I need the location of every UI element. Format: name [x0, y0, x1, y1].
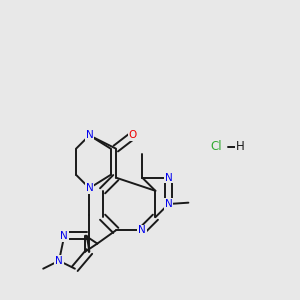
Text: N: N: [55, 256, 63, 266]
Text: H: H: [236, 140, 244, 154]
Text: N: N: [138, 225, 146, 236]
Text: N: N: [85, 183, 93, 193]
Text: N: N: [165, 199, 172, 209]
Text: N: N: [85, 130, 93, 140]
Text: O: O: [129, 130, 137, 140]
Text: Cl: Cl: [210, 140, 222, 154]
Text: N: N: [165, 172, 172, 183]
Text: N: N: [60, 231, 68, 241]
